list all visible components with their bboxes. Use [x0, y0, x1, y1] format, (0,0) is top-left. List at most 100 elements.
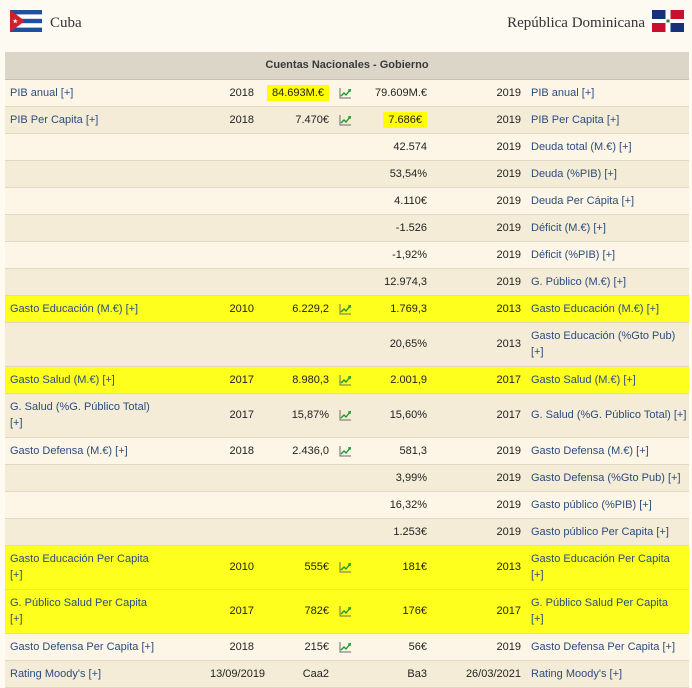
right-indicator-link[interactable]: PIB Per Capita [+] — [531, 114, 689, 126]
right-indicator-label[interactable]: Deuda total (M.€) — [531, 140, 616, 153]
right-more-link[interactable]: [+] — [604, 167, 617, 180]
left-more-link[interactable]: [+] — [88, 667, 102, 680]
right-indicator-label[interactable]: PIB Per Capita — [531, 113, 604, 126]
left-more-link[interactable]: [+] — [125, 302, 139, 315]
right-indicator-link[interactable]: Deuda total (M.€) [+] — [531, 141, 689, 153]
chart-icon[interactable] — [339, 605, 352, 617]
right-indicator-link[interactable]: PIB anual [+] — [531, 87, 689, 99]
right-indicator-label[interactable]: Gasto Salud (M.€) — [531, 373, 621, 386]
left-indicator-label[interactable]: Gasto Defensa Per Capita — [10, 640, 139, 653]
right-indicator-link[interactable]: Gasto público (%PIB) [+] — [531, 499, 689, 511]
right-indicator-label[interactable]: Deuda Per Cápita — [531, 194, 619, 207]
left-more-link[interactable]: [+] — [115, 444, 128, 457]
right-more-link[interactable]: [+] — [593, 221, 606, 234]
right-indicator-link[interactable]: G. Público Salud Per Capita [+] — [531, 595, 689, 627]
left-indicator-link[interactable]: G. Salud (%G. Público Total) [+] — [10, 399, 210, 431]
chart-icon[interactable] — [339, 561, 352, 573]
right-more-link[interactable]: [+] — [606, 113, 620, 126]
right-indicator-link[interactable]: G. Público (M.€) [+] — [531, 276, 689, 288]
left-indicator-link[interactable]: Gasto Educación Per Capita [+] — [10, 551, 210, 583]
left-indicator-label[interactable]: Rating Moody's — [10, 667, 86, 680]
left-indicator-link[interactable]: Gasto Defensa Per Capita [+] — [10, 641, 210, 653]
left-indicator-label[interactable]: PIB Per Capita — [10, 113, 83, 126]
left-more-link[interactable]: [+] — [10, 417, 23, 429]
left-indicator-link[interactable]: PIB Per Capita [+] — [10, 114, 210, 126]
right-indicator-label[interactable]: PIB anual — [531, 86, 579, 99]
right-indicator-label[interactable]: Gasto Defensa (%Gto Pub) — [531, 471, 665, 484]
left-indicator-label[interactable]: PIB anual — [10, 86, 58, 99]
right-more-link[interactable]: [+] — [621, 194, 635, 207]
right-indicator-label[interactable]: G. Salud (%G. Público Total) — [531, 409, 671, 421]
left-more-link[interactable]: [+] — [60, 86, 74, 99]
right-indicator-label[interactable]: Déficit (%PIB) — [531, 248, 600, 261]
right-indicator-label[interactable]: Gasto público Per Capita — [531, 525, 654, 538]
right-indicator-link[interactable]: Rating Moody's [+] — [531, 668, 689, 680]
right-indicator-label[interactable]: Gasto Defensa Per Capita — [531, 640, 660, 653]
left-indicator-label[interactable]: Gasto Salud (M.€) — [10, 373, 100, 386]
right-indicator-label[interactable]: G. Público (M.€) — [531, 275, 611, 288]
chart-icon[interactable] — [339, 374, 352, 386]
right-more-link[interactable]: [+] — [636, 444, 649, 457]
right-indicator-label[interactable]: Gasto Educación (%Gto Pub) — [531, 330, 676, 342]
left-more-link[interactable]: [+] — [85, 113, 99, 126]
left-indicator-link[interactable]: Gasto Salud (M.€) [+] — [10, 374, 210, 386]
right-indicator-label[interactable]: G. Público Salud Per Capita — [531, 597, 668, 609]
left-indicator-link[interactable]: PIB anual [+] — [10, 87, 210, 99]
right-more-link[interactable]: [+] — [531, 613, 544, 625]
right-indicator-link[interactable]: Gasto Defensa (M.€) [+] — [531, 445, 689, 457]
right-indicator-link[interactable]: Deuda Per Cápita [+] — [531, 195, 689, 207]
right-indicator-link[interactable]: Déficit (M.€) [+] — [531, 222, 689, 234]
right-indicator-link[interactable]: Déficit (%PIB) [+] — [531, 249, 689, 261]
right-indicator-link[interactable]: Gasto Educación (%Gto Pub) [+] — [531, 328, 689, 360]
right-value-text: 4.110€ — [394, 194, 427, 207]
right-more-link[interactable]: [+] — [613, 275, 627, 288]
right-indicator-link[interactable]: Gasto Educación Per Capita [+] — [531, 551, 689, 583]
right-more-link[interactable]: [+] — [673, 409, 687, 421]
left-more-link[interactable]: [+] — [10, 569, 23, 581]
left-more-link[interactable]: [+] — [141, 640, 155, 653]
right-indicator-label[interactable]: Déficit (M.€) — [531, 221, 591, 234]
right-indicator-label[interactable]: Gasto Educación Per Capita — [531, 553, 670, 565]
chart-icon[interactable] — [339, 303, 352, 315]
right-indicator-link[interactable]: Deuda (%PIB) [+] — [531, 168, 689, 180]
left-more-link[interactable]: [+] — [102, 373, 115, 386]
right-more-link[interactable]: [+] — [639, 498, 652, 511]
left-indicator-link[interactable]: Gasto Defensa (M.€) [+] — [10, 445, 210, 457]
left-indicator-link[interactable]: G. Público Salud Per Capita [+] — [10, 595, 210, 627]
right-more-link[interactable]: [+] — [602, 248, 616, 261]
right-indicator-label[interactable]: Gasto Defensa (M.€) — [531, 444, 634, 457]
right-indicator-label[interactable]: Gasto público (%PIB) — [531, 498, 637, 511]
right-indicator-link[interactable]: Gasto público Per Capita [+] — [531, 526, 689, 538]
right-indicator-link[interactable]: Gasto Salud (M.€) [+] — [531, 374, 689, 386]
left-indicator-label[interactable]: Gasto Educación Per Capita — [10, 553, 149, 565]
left-indicator-link[interactable]: Rating Moody's [+] — [10, 668, 210, 680]
left-indicator-label[interactable]: Gasto Educación (M.€) — [10, 302, 123, 315]
right-more-link[interactable]: [+] — [662, 640, 676, 653]
right-more-link[interactable]: [+] — [609, 667, 623, 680]
chart-icon[interactable] — [339, 409, 352, 421]
chart-icon[interactable] — [339, 114, 352, 126]
right-more-link[interactable]: [+] — [646, 302, 660, 315]
right-more-link[interactable]: [+] — [667, 471, 681, 484]
left-indicator-label[interactable]: G. Público Salud Per Capita — [10, 597, 147, 609]
left-more-link[interactable]: [+] — [10, 613, 23, 625]
right-indicator-label[interactable]: Deuda (%PIB) — [531, 167, 602, 180]
right-more-link[interactable]: [+] — [656, 525, 669, 538]
right-more-link[interactable]: [+] — [531, 569, 544, 581]
chart-icon[interactable] — [339, 641, 352, 653]
left-indicator-label[interactable]: G. Salud (%G. Público Total) — [10, 401, 150, 413]
right-indicator-link[interactable]: Gasto Defensa Per Capita [+] — [531, 641, 689, 653]
right-indicator-label[interactable]: Rating Moody's — [531, 667, 607, 680]
right-indicator-link[interactable]: Gasto Educación (M.€) [+] — [531, 303, 689, 315]
left-indicator-label[interactable]: Gasto Defensa (M.€) — [10, 444, 113, 457]
chart-icon[interactable] — [339, 87, 352, 99]
right-indicator-link[interactable]: G. Salud (%G. Público Total) [+] — [531, 409, 689, 421]
right-more-link[interactable]: [+] — [619, 140, 632, 153]
chart-icon[interactable] — [339, 445, 352, 457]
right-indicator-link[interactable]: Gasto Defensa (%Gto Pub) [+] — [531, 472, 689, 484]
right-more-link[interactable]: [+] — [623, 373, 636, 386]
left-indicator-link[interactable]: Gasto Educación (M.€) [+] — [10, 303, 210, 315]
right-more-link[interactable]: [+] — [531, 346, 544, 358]
right-more-link[interactable]: [+] — [581, 86, 595, 99]
right-indicator-label[interactable]: Gasto Educación (M.€) — [531, 302, 644, 315]
